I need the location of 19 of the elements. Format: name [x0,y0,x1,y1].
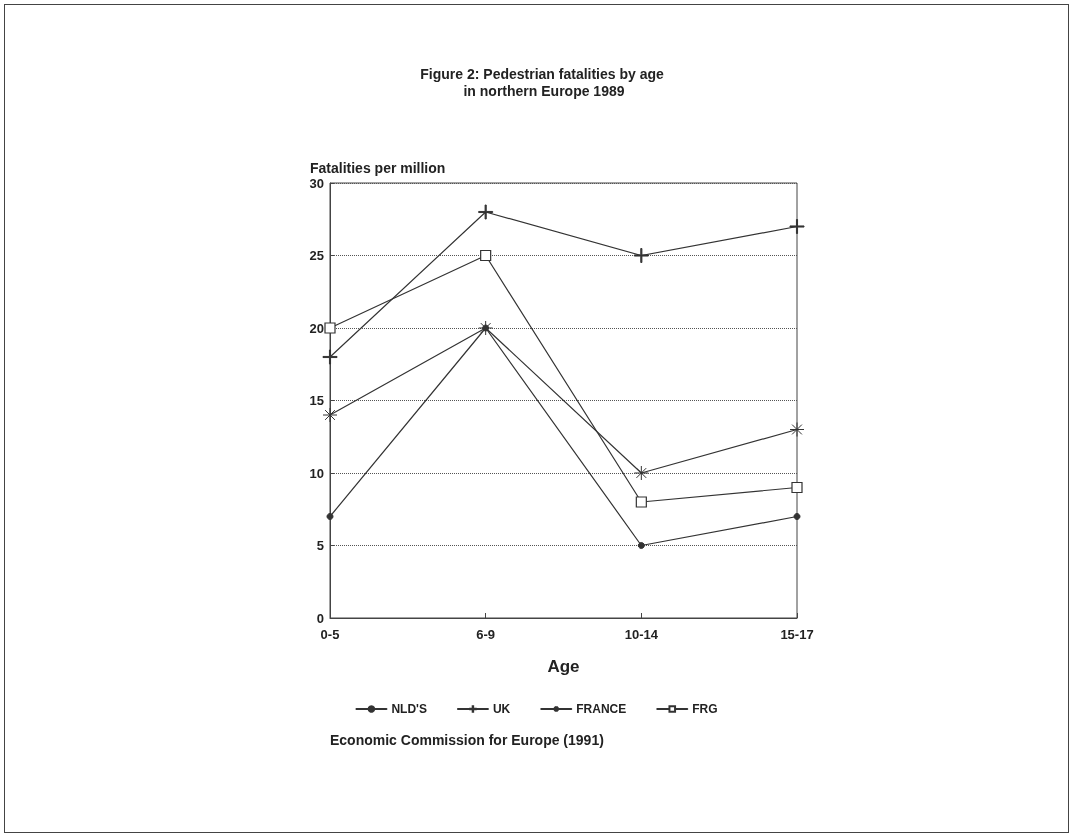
y-axis-title: Fatalities per million [310,160,446,176]
x-tick-label: 10-14 [624,627,659,642]
y-tick-label: 10 [309,465,324,481]
x-axis-title: Age [547,657,580,676]
legend-label: FRANCE [576,702,627,716]
legend-label: FRG [692,702,718,716]
y-tick-label: 25 [309,248,324,263]
x-tick-label: 6-9 [476,627,496,642]
text: Economic Commission for Europe (1991) [330,732,604,748]
legend-label: NLD'S [391,702,427,716]
chart-title: Figure 2: Pedestrian fatalities by age in northern Europe 1989 [420,65,668,99]
y-tick-label: 20 [309,320,324,336]
y-tick-label: 30 [309,175,324,191]
y-tick-label: 0 [316,610,324,626]
x-tick-label: 15-17 [780,627,814,642]
legend-label: UK [492,702,511,716]
y-tick-label: 15 [309,393,324,408]
x-tick-label: 0-5 [320,627,340,642]
y-tick-label: 5 [316,538,324,553]
